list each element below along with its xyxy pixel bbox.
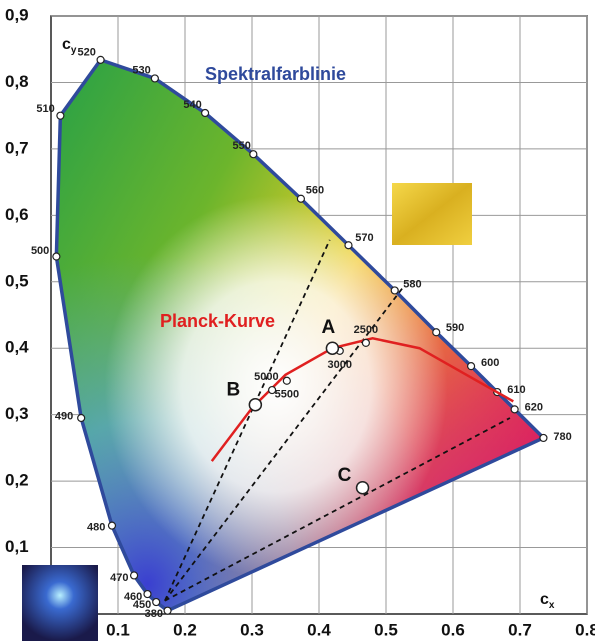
locus-point: [391, 287, 398, 294]
temperature-label: 2500: [354, 324, 378, 336]
y-tick-label: 0,7: [5, 138, 29, 157]
wavelength-label: 600: [481, 357, 499, 369]
wavelength-label: 590: [446, 322, 464, 334]
locus-point: [345, 242, 352, 249]
x-tick-label: 0.4: [307, 620, 331, 639]
locus-point: [97, 56, 104, 63]
y-axis-label-sub: y: [71, 45, 77, 56]
locus-point: [78, 414, 85, 421]
led-photo: [22, 565, 98, 641]
point-label: A: [322, 317, 336, 338]
y-tick-label: 0,1: [5, 537, 29, 556]
wavelength-label: 570: [355, 232, 373, 244]
point-label: C: [338, 465, 352, 486]
temperature-point: [362, 339, 369, 346]
y-tick-label: 0,9: [5, 5, 29, 24]
locus-point: [131, 572, 138, 579]
temperature-label: 5000: [254, 371, 278, 383]
locus-point: [433, 329, 440, 336]
point: [326, 342, 338, 354]
locus-point: [153, 599, 160, 606]
locus-name: Spektralfarblinie: [205, 64, 346, 84]
x-tick-label: 0.1: [106, 620, 130, 639]
locus-point: [250, 151, 257, 158]
temperature-point: [283, 377, 290, 384]
y-tick-label: 0,5: [5, 271, 29, 290]
wavelength-label: 510: [36, 103, 54, 115]
wavelength-label: 610: [507, 384, 525, 396]
locus-point: [53, 253, 60, 260]
locus-point: [468, 363, 475, 370]
wavelength-label: 580: [403, 278, 421, 290]
locus-point: [297, 195, 304, 202]
y-tick-label: 0,4: [5, 338, 29, 357]
wavelength-label: 540: [183, 99, 201, 111]
wavelength-label: 620: [525, 402, 543, 414]
locus-point: [151, 75, 158, 82]
point-label: B: [226, 380, 240, 401]
wavelength-label: 550: [233, 140, 251, 152]
wavelength-label: 530: [132, 65, 150, 77]
wavelength-label: 560: [306, 185, 324, 197]
temperature-label: 3000: [328, 359, 352, 371]
x-tick-label: 0.3: [240, 620, 264, 639]
wavelength-label: 500: [31, 245, 49, 257]
wavelength-label: 780: [553, 431, 571, 443]
wavelength-label: 480: [87, 521, 105, 533]
locus-point: [511, 406, 518, 413]
x-tick-label: 0.5: [374, 620, 398, 639]
x-tick-label: 0.8: [575, 620, 595, 639]
phosphor-photo: [392, 183, 472, 245]
x-axis-label-main: c: [540, 591, 549, 608]
wavelength-label: 520: [77, 46, 95, 58]
locus-point: [144, 591, 151, 598]
x-tick-label: 0.2: [173, 620, 197, 639]
wavelength-label: 460: [124, 591, 142, 603]
locus-point: [108, 522, 115, 529]
y-tick-label: 0,2: [5, 471, 29, 490]
point: [357, 482, 369, 494]
y-tick-label: 0,3: [5, 404, 29, 423]
temperature-label: 5500: [275, 389, 299, 401]
y-tick-label: 0,6: [5, 205, 29, 224]
x-tick-label: 0.6: [441, 620, 465, 639]
y-tick-label: 0,8: [5, 72, 29, 91]
planck-name: Planck-Kurve: [160, 311, 275, 331]
point: [249, 399, 261, 411]
wavelength-label: 490: [55, 411, 73, 423]
x-tick-label: 0.7: [508, 620, 532, 639]
locus-point: [202, 110, 209, 117]
chart: 0.1 0.2 0.3 0.4 0.5 0.6 0.7 0.8 0,1 0,2 0,3 0,4 0,5 0…: [0, 0, 595, 641]
y-axis-label-main: c: [62, 36, 71, 53]
locus-point: [164, 607, 171, 614]
locus-point: [540, 434, 547, 441]
locus-point: [57, 112, 64, 119]
x-axis-label-sub: x: [549, 600, 555, 611]
wavelength-label: 470: [110, 572, 128, 584]
